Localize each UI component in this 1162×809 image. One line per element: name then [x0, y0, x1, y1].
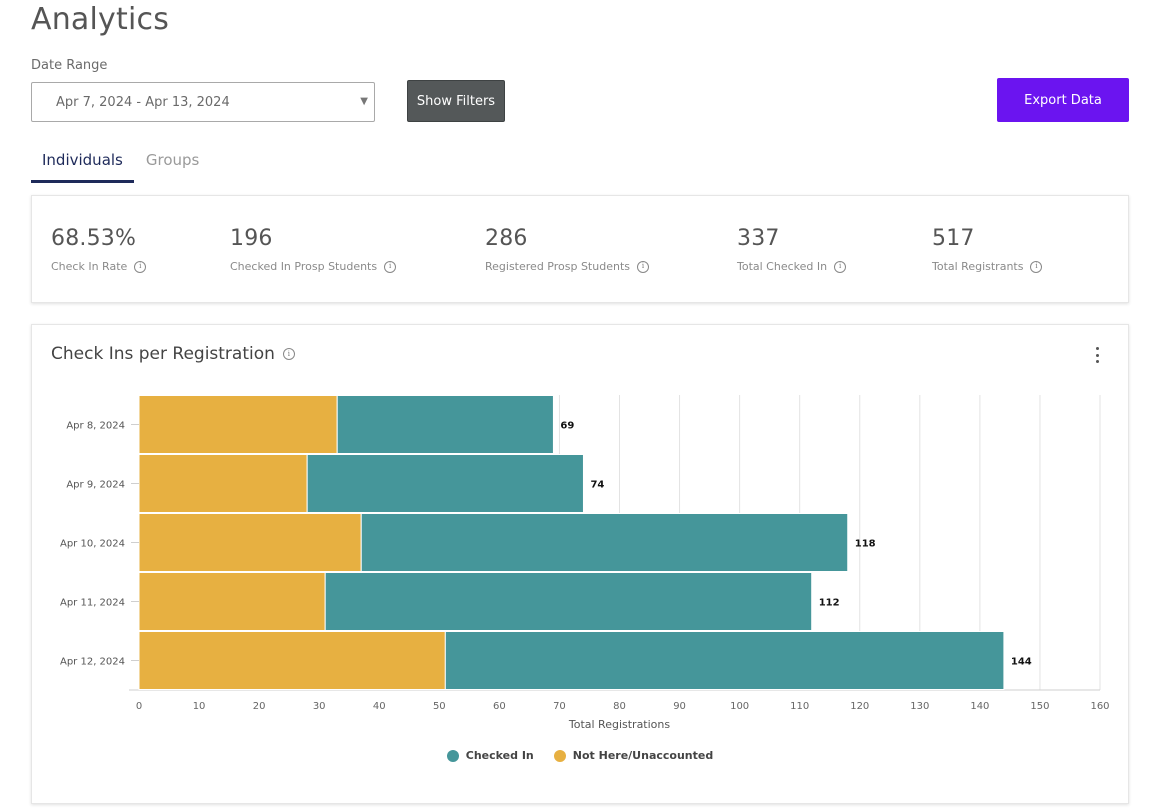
chart-legend: Checked In Not Here/Unaccounted	[32, 749, 1128, 762]
dropdown-caret-icon: ▼	[360, 96, 368, 107]
y-tick-label: Apr 10, 2024	[60, 539, 125, 550]
data-label: 74	[590, 480, 604, 491]
stat-label-wrap: Total Registrants i	[932, 260, 1043, 273]
bar-not-here	[138, 513, 362, 572]
stat-value: 196	[230, 226, 273, 251]
bar-not-here	[138, 631, 446, 690]
chart-title: Check Ins per Registration	[51, 344, 275, 364]
bar-not-here	[138, 572, 326, 631]
x-tick-label: 160	[1090, 701, 1109, 712]
stat-registered-prosp: 286 Registered Prosp Students i	[485, 226, 649, 273]
tab-groups[interactable]: Groups	[145, 151, 200, 169]
data-label: 69	[560, 421, 574, 432]
stat-check-in-rate: 68.53% Check In Rate i	[51, 226, 147, 273]
more-options-icon[interactable]	[1092, 345, 1102, 365]
legend-item-not-here[interactable]: Not Here/Unaccounted	[553, 749, 714, 762]
date-range-select[interactable]: Apr 7, 2024 - Apr 13, 2024 ▼	[31, 82, 375, 122]
y-tick-label: Apr 11, 2024	[60, 598, 125, 609]
chart-title-wrap: Check Ins per Registration i	[51, 344, 295, 364]
bar-checked-in	[360, 513, 849, 572]
data-label: 112	[819, 598, 840, 609]
stat-label-wrap: Registered Prosp Students i	[485, 260, 649, 273]
stat-label: Checked In Prosp Students	[230, 260, 378, 273]
bar-checked-in	[336, 395, 554, 454]
page-title: Analytics	[31, 2, 170, 37]
x-tick-label: 20	[253, 701, 266, 712]
stat-label-wrap: Checked In Prosp Students i	[230, 260, 397, 273]
legend-label: Checked In	[465, 749, 534, 762]
date-range-value: Apr 7, 2024 - Apr 13, 2024	[56, 94, 230, 110]
bar-checked-in	[324, 572, 813, 631]
x-tick-label: 100	[730, 701, 749, 712]
x-tick-label: 70	[553, 701, 566, 712]
info-icon[interactable]: i	[1030, 260, 1043, 273]
bar-chart: 69 Apr 8, 2024 74 Apr 9, 2024 118 Apr 10, 202…	[60, 395, 1110, 731]
bar-checked-in	[444, 631, 1005, 690]
x-tick-label: 140	[970, 701, 989, 712]
x-tick-label: 60	[493, 701, 506, 712]
stat-checked-in-prosp: 196 Checked In Prosp Students i	[230, 226, 397, 273]
bar-not-here	[138, 395, 338, 454]
x-tick-label: 30	[313, 701, 326, 712]
x-tick-label: 90	[673, 701, 686, 712]
show-filters-button[interactable]: Show Filters	[407, 80, 505, 122]
x-tick-label: 0	[136, 701, 142, 712]
chart-card: Check Ins per Registration i 69 Apr 8, 20…	[31, 324, 1129, 804]
stat-label: Total Registrants	[932, 260, 1024, 273]
legend-swatch	[553, 749, 566, 762]
data-label: 144	[1011, 657, 1032, 668]
stat-total-registrants: 517 Total Registrants i	[932, 226, 1043, 273]
legend-swatch	[446, 749, 459, 762]
stats-card: 68.53% Check In Rate i 196 Checked In Pr…	[31, 195, 1129, 303]
x-tick-label: 80	[613, 701, 626, 712]
legend-item-checked-in[interactable]: Checked In	[446, 749, 534, 762]
x-axis-label: Total Registrations	[568, 718, 671, 731]
bar-checked-in	[306, 454, 584, 513]
stat-label-wrap: Total Checked In i	[737, 260, 847, 273]
y-tick-label: Apr 9, 2024	[66, 480, 125, 491]
info-icon[interactable]: i	[282, 348, 295, 360]
stat-label: Total Checked In	[737, 260, 828, 273]
stat-total-checked-in: 337 Total Checked In i	[737, 226, 847, 273]
x-tick-label: 40	[373, 701, 386, 712]
info-icon[interactable]: i	[384, 260, 397, 273]
x-tick-label: 120	[850, 701, 869, 712]
info-icon[interactable]: i	[637, 260, 649, 273]
y-tick-label: Apr 12, 2024	[60, 657, 125, 668]
stat-label: Registered Prosp Students	[485, 260, 630, 273]
stat-value: 286	[485, 226, 528, 251]
x-tick-label: 150	[1030, 701, 1049, 712]
stat-label: Check In Rate	[51, 260, 128, 273]
x-tick-label: 110	[790, 701, 809, 712]
x-tick-label: 50	[433, 701, 446, 712]
x-tick-label: 10	[193, 701, 206, 712]
bar-not-here	[138, 454, 308, 513]
info-icon[interactable]: i	[134, 260, 147, 273]
tabs: Individuals Groups	[31, 145, 210, 183]
legend-label: Not Here/Unaccounted	[572, 749, 714, 762]
x-tick-label: 130	[910, 701, 929, 712]
stat-value: 337	[737, 226, 780, 251]
date-range-label: Date Range	[31, 58, 108, 73]
stat-label-wrap: Check In Rate i	[51, 260, 147, 273]
data-label: 118	[855, 539, 876, 550]
y-tick-label: Apr 8, 2024	[66, 421, 125, 432]
stat-value: 68.53%	[51, 226, 137, 251]
tab-individuals[interactable]: Individuals	[31, 145, 134, 183]
export-data-button[interactable]: Export Data	[997, 78, 1129, 122]
info-icon[interactable]: i	[834, 260, 847, 273]
stat-value: 517	[932, 226, 975, 251]
